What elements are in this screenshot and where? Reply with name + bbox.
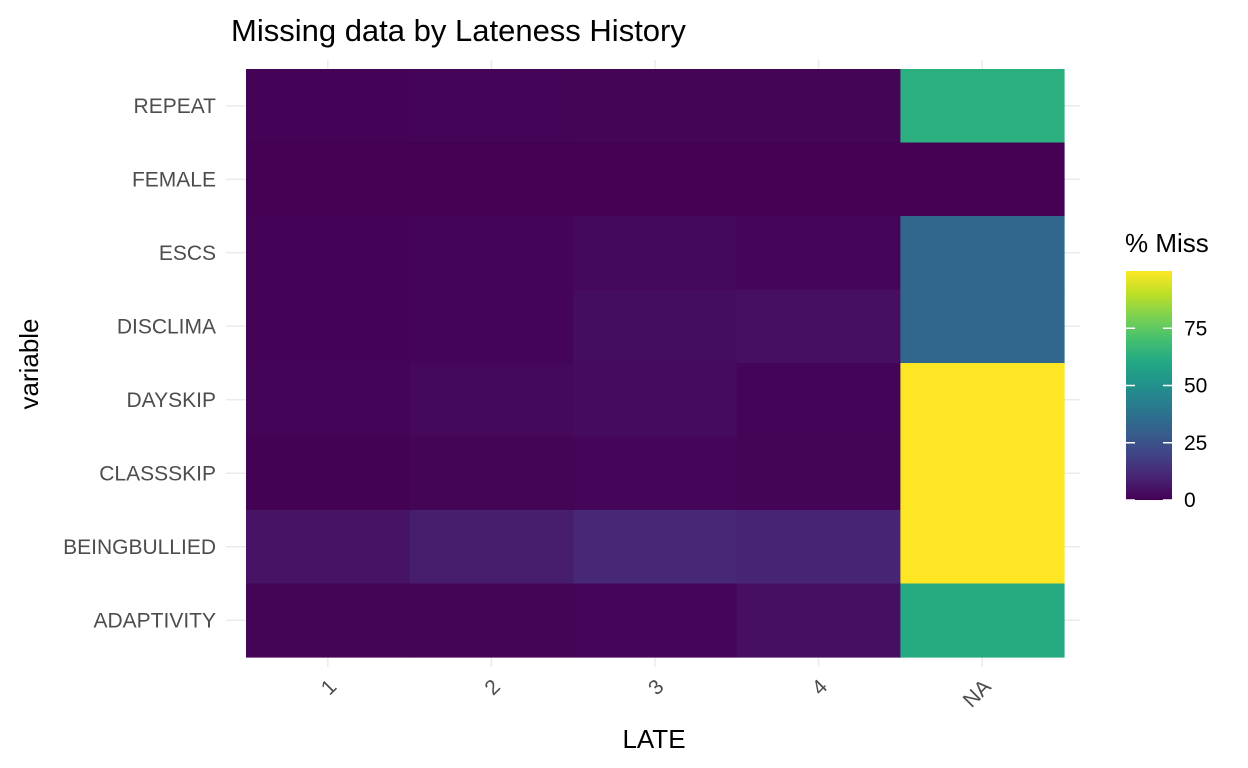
heatmap-cell (409, 510, 574, 585)
heatmap-cell (900, 216, 1065, 291)
heatmap-cell (409, 583, 574, 658)
y-axis-ticks: REPEAT FEMALE ESCS DISCLIMA DAYSKIP CLASSSKIP… (63, 95, 236, 632)
heatmap-cell (573, 510, 738, 585)
x-tick-label: 1 (317, 675, 342, 700)
y-tick-label: ESCS (159, 242, 216, 265)
heatmap-cell (409, 436, 574, 511)
heatmap-cell (409, 142, 574, 217)
y-tick-label: DAYSKIP (127, 389, 216, 412)
x-tick-label: 3 (644, 675, 669, 700)
x-axis-ticks: 1 2 3 4 NA (317, 675, 996, 712)
y-axis-title: variable (14, 318, 44, 409)
heatmap-cell (573, 142, 738, 217)
heatmap-cell (900, 363, 1065, 438)
heatmap-cell (736, 436, 901, 511)
legend-title: % Miss (1125, 228, 1209, 258)
y-tick-label: FEMALE (132, 168, 216, 191)
heatmap-cell (900, 436, 1065, 511)
heatmap-cell (736, 142, 901, 217)
heatmap-cell (246, 436, 411, 511)
heatmap-cell (409, 289, 574, 364)
heatmap-cell (900, 69, 1065, 144)
chart-title: Missing data by Lateness History (231, 13, 686, 48)
color-legend: % Miss 0 25 50 75 (1125, 228, 1209, 512)
heatmap-cell (573, 436, 738, 511)
heatmap-cell (736, 510, 901, 585)
heatmap-cell (736, 69, 901, 144)
y-tick-label: BEINGBULLIED (63, 536, 216, 559)
heatmap-cell (409, 69, 574, 144)
x-tick-label: 4 (808, 675, 833, 700)
heatmap-cell (246, 289, 411, 364)
legend-tick-label: 25 (1184, 432, 1207, 455)
x-tick-label: 2 (480, 675, 505, 700)
x-tick-label: NA (959, 675, 996, 712)
heatmap-cell (900, 289, 1065, 364)
heatmap-cell (736, 363, 901, 438)
heatmap-cell (573, 363, 738, 438)
heatmap-cell (736, 216, 901, 291)
y-tick-label: CLASSSKIP (99, 462, 216, 485)
heatmap-cell (573, 583, 738, 658)
heatmap-cell (246, 216, 411, 291)
heatmap-cell (900, 510, 1065, 585)
heatmap-cell (736, 289, 901, 364)
heatmap-cell (573, 69, 738, 144)
heatmap-cell (246, 510, 411, 585)
legend-tick-label: 50 (1184, 375, 1207, 398)
x-axis-title: LATE (622, 724, 685, 754)
heatmap-cell (409, 216, 574, 291)
legend-tick-label: 0 (1184, 489, 1196, 512)
heatmap-cell (736, 583, 901, 658)
heatmap-cell (573, 289, 738, 364)
heatmap-cell (246, 363, 411, 438)
heatmap-cells (246, 69, 1065, 658)
heatmap-cell (573, 216, 738, 291)
y-tick-label: ADAPTIVITY (93, 609, 216, 632)
y-tick-label: REPEAT (134, 95, 217, 118)
heatmap-cell (246, 69, 411, 144)
legend-tick-label: 75 (1184, 317, 1207, 340)
heatmap-cell (900, 142, 1065, 217)
heatmap-cell (409, 363, 574, 438)
legend-ticks: 0 25 50 75 (1126, 317, 1207, 512)
heatmap-cell (246, 142, 411, 217)
y-tick-label: DISCLIMA (117, 315, 216, 338)
heatmap-cell (246, 583, 411, 658)
heatmap-cell (900, 583, 1065, 658)
